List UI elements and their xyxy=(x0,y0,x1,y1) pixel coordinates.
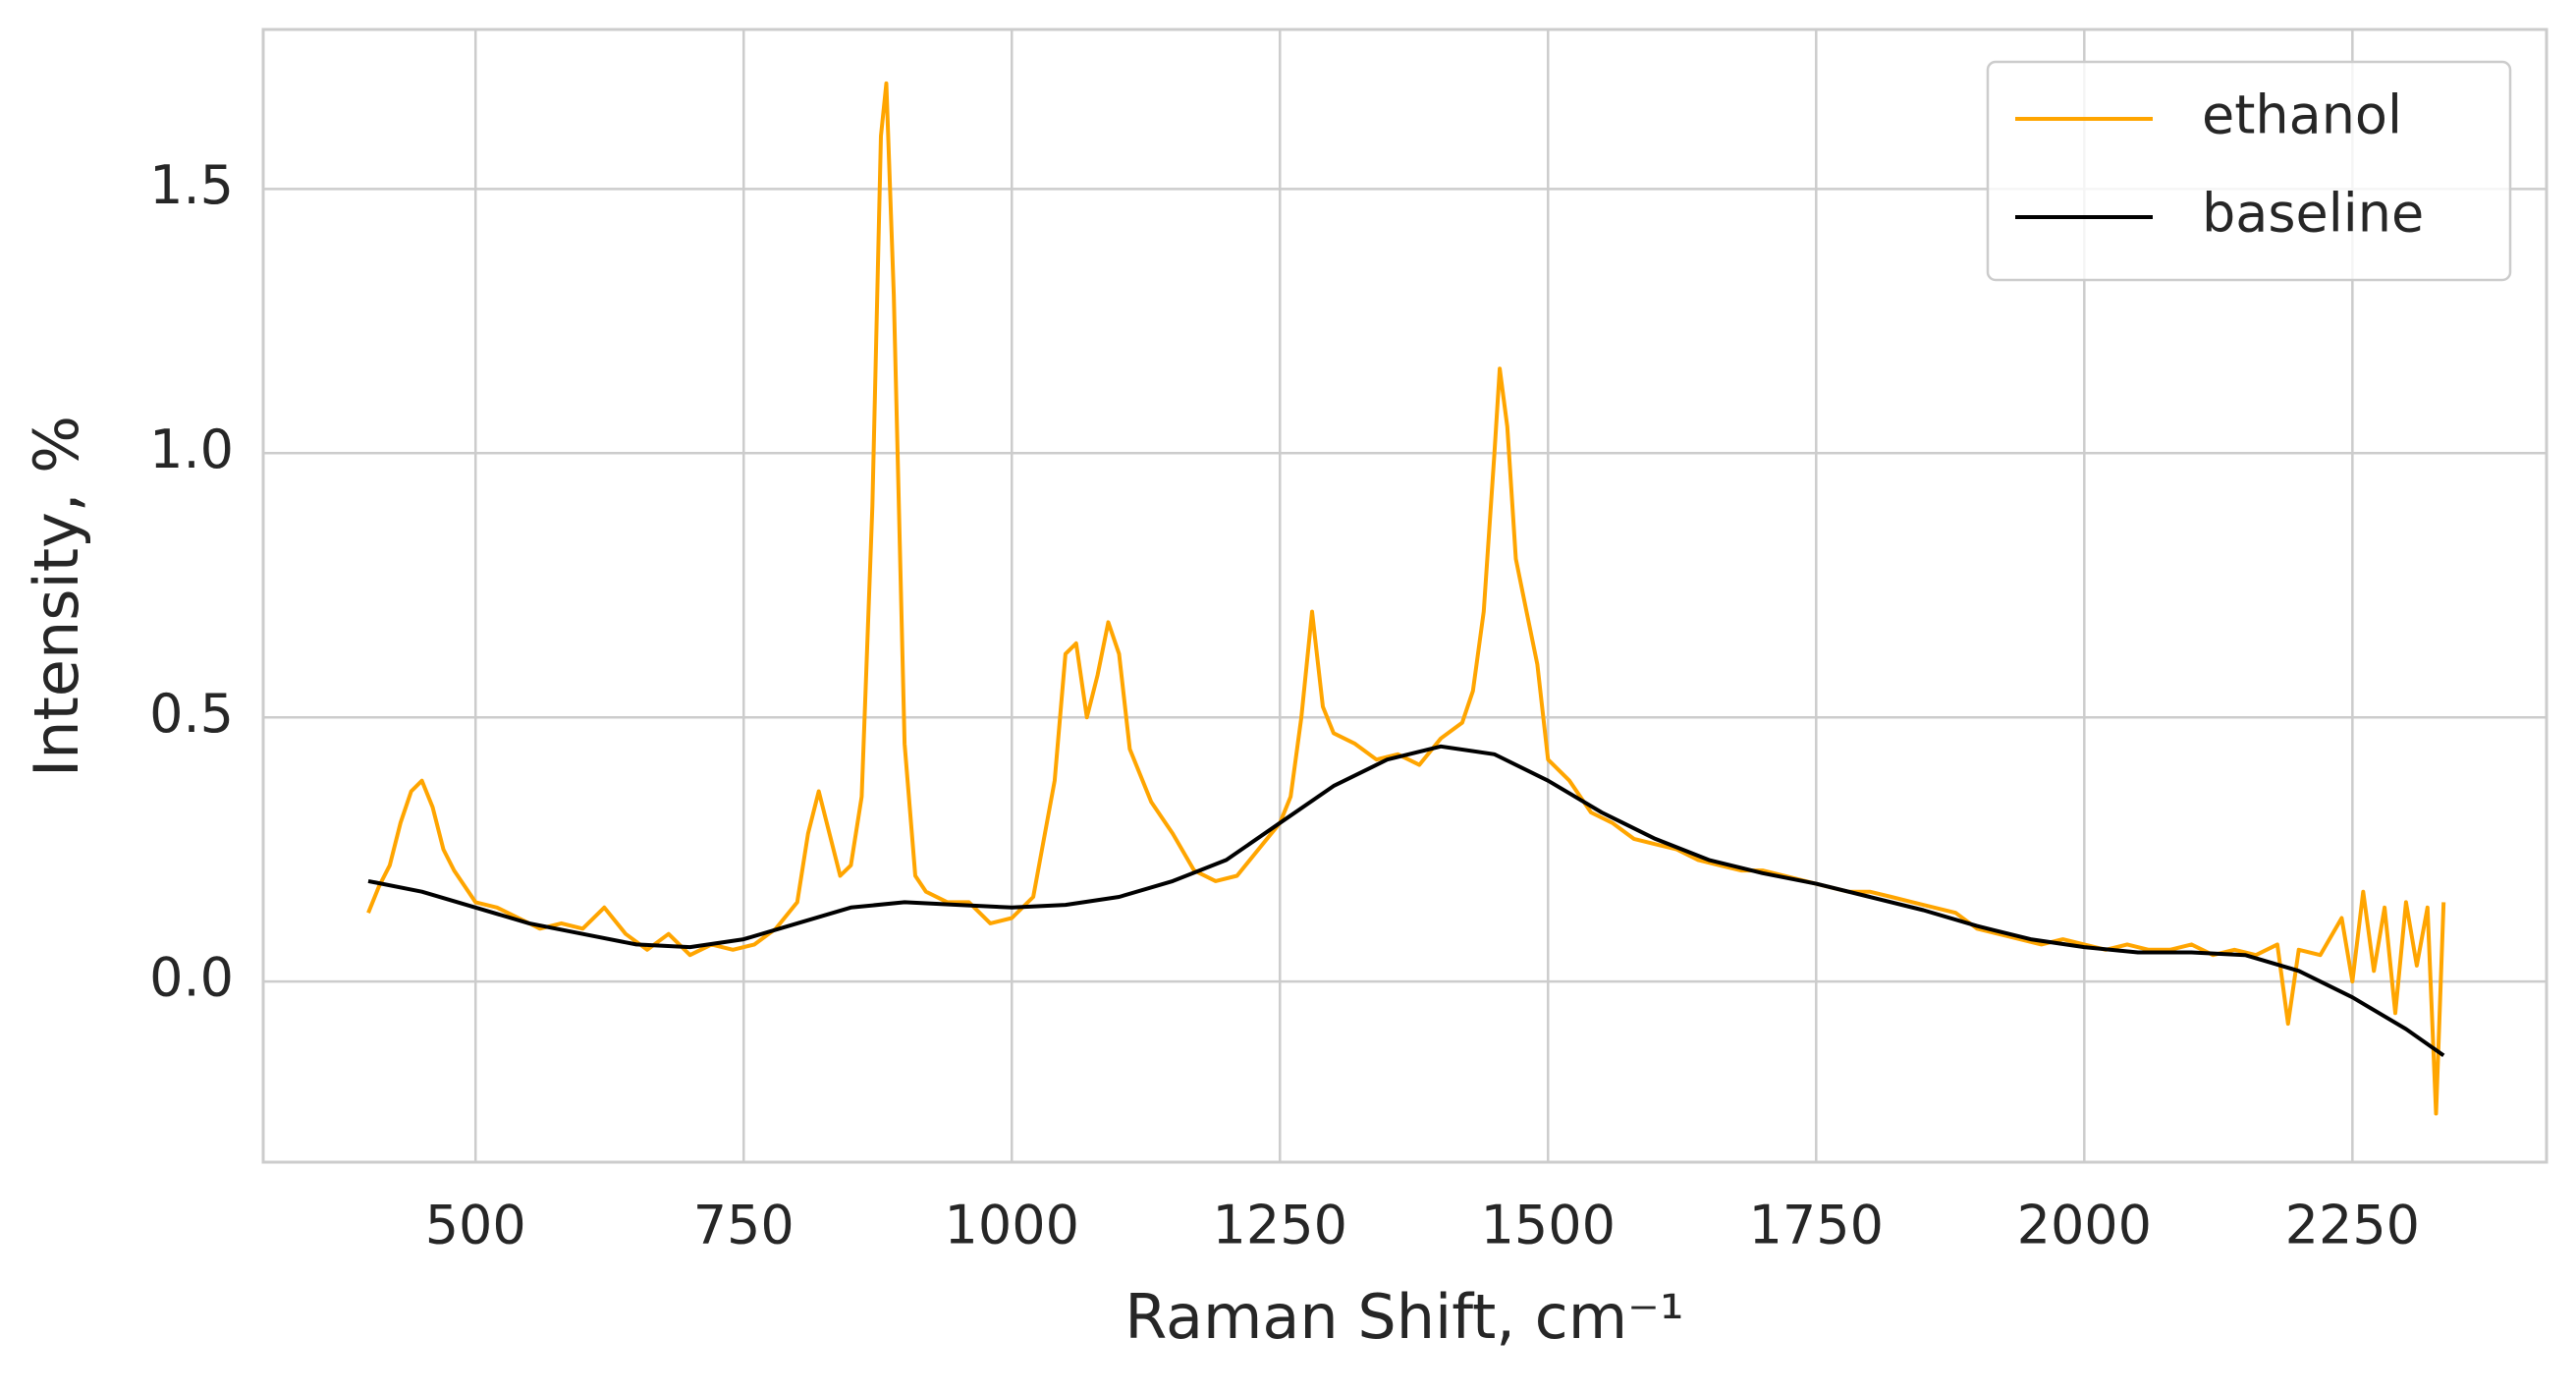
x-tick-label: 750 xyxy=(693,1195,795,1256)
x-tick-label: 1750 xyxy=(1749,1195,1884,1256)
y-tick-label: 0.0 xyxy=(149,947,234,1009)
series-line xyxy=(367,744,2445,1058)
legend-label: ethanol xyxy=(2202,84,2402,146)
plot-frame xyxy=(261,28,2549,1164)
x-tick-label: 1500 xyxy=(1481,1195,1616,1256)
y-tick-label: 1.0 xyxy=(149,418,234,480)
legend-box xyxy=(1986,60,2512,282)
y-tick-label: 1.5 xyxy=(149,154,234,216)
x-tick-label: 1000 xyxy=(945,1195,1079,1256)
x-tick-label: 1250 xyxy=(1213,1195,1347,1256)
y-axis-label: Intensity, % xyxy=(21,416,92,777)
x-tick-label: 500 xyxy=(425,1195,526,1256)
x-axis-label: Raman Shift, cm⁻¹ xyxy=(1124,1281,1684,1353)
legend-label: baseline xyxy=(2202,183,2424,245)
x-tick-label: 2250 xyxy=(2285,1195,2420,1256)
x-tick-label: 2000 xyxy=(2017,1195,2152,1256)
y-tick-label: 0.5 xyxy=(149,683,234,745)
